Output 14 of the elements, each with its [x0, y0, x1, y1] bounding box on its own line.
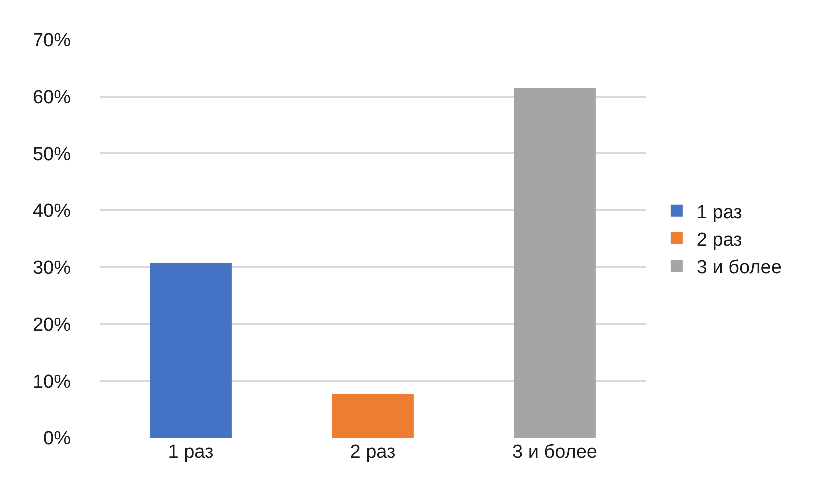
y-tick-label: 70%	[32, 30, 72, 52]
y-tick-label: 20%	[32, 314, 72, 336]
legend-label: 2 раз	[696, 230, 742, 251]
y-tick-label: 0%	[44, 428, 72, 450]
legend-label: 1 раз	[696, 202, 742, 224]
y-tick-label: 50%	[32, 144, 72, 166]
y-tick-label: 40%	[32, 201, 72, 222]
x-tick-label: 2 раз	[350, 442, 396, 463]
y-tick-label: 60%	[32, 88, 72, 109]
y-tick-label: 10%	[32, 372, 72, 393]
x-tick-label: 1 раз	[168, 442, 214, 463]
legend-label: 3 и более	[696, 258, 782, 279]
y-tick-label: 30%	[32, 258, 72, 280]
x-tick-label: 3 и более	[512, 442, 598, 463]
